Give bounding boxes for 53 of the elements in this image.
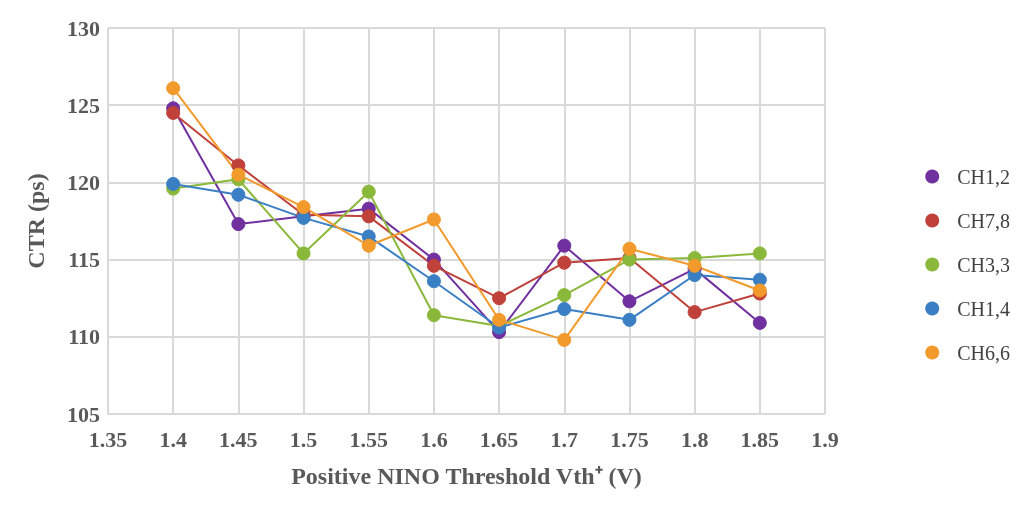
point [622,294,637,309]
point [231,187,246,202]
x-tick-label: 1.4 [159,426,187,452]
point [361,209,376,224]
point [622,312,637,327]
x-tick-label: 1.75 [610,426,649,452]
point [557,332,572,347]
x-tick-label: 1.35 [88,426,128,452]
y-tick-label: 125 [67,92,100,118]
legend-label: CH1,2 [957,165,1011,188]
y-axis-title: CTR (ps) [23,173,49,269]
x-tick-label: 1.65 [479,426,519,452]
point [557,302,572,316]
point [557,288,572,303]
point [492,312,507,327]
legend-label: CH7,8 [957,209,1011,232]
x-tick-label: 1.85 [740,426,780,452]
point [557,238,572,253]
point [361,238,376,253]
y-tick-label: 110 [68,324,100,350]
point [426,212,441,227]
y-tick-label: 115 [68,247,100,273]
point [166,105,181,120]
point [426,258,441,273]
point [752,246,767,261]
legend-label: CH1,4 [957,297,1011,320]
point [557,255,572,270]
x-tick-label: 1.7 [550,426,579,452]
point [231,167,246,182]
legend-label: CH3,3 [957,253,1011,276]
x-tick-label: 1.6 [420,426,448,452]
x-tick-label: 1.9 [811,426,839,452]
point [752,315,767,330]
point [361,184,376,199]
point [166,81,181,96]
point [296,246,311,261]
point [622,241,637,256]
point [426,308,441,323]
point [231,217,246,232]
point [296,200,311,215]
point [426,274,441,289]
x-tick-label: 1.8 [680,426,709,452]
y-tick-label: 120 [67,169,100,195]
point [166,176,181,191]
x-tick-label: 1.45 [219,426,258,452]
legend-label: CH6,6 [957,341,1011,364]
x-tick-label: 1.55 [349,426,388,452]
point [687,305,702,320]
y-tick-label: 130 [67,15,100,41]
point [492,291,507,306]
x-axis-title: Positive NINO Threshold Vth⁺ (V) [291,463,642,489]
y-tick-label: 105 [67,401,100,427]
x-tick-label: 1.5 [289,426,318,452]
